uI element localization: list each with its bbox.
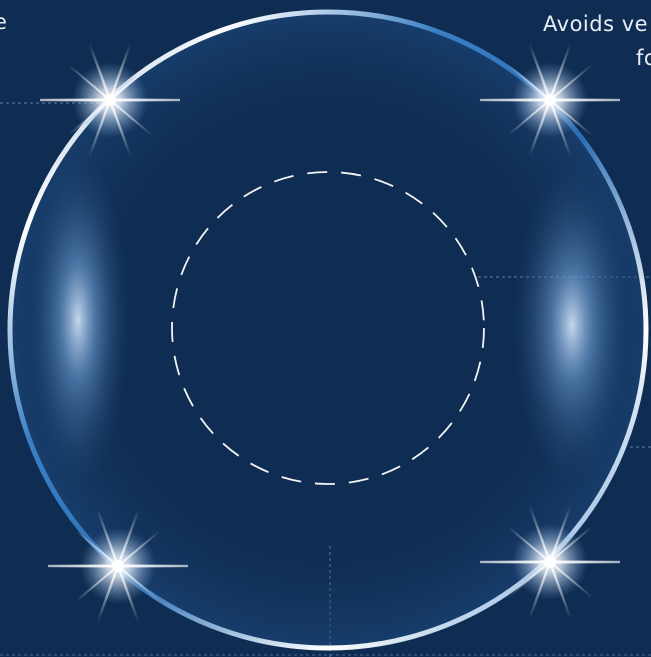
lens-ring — [7, 9, 649, 651]
caption-left: e — [0, 10, 8, 34]
lens-glow-left — [26, 150, 130, 490]
dashed-circle-icon — [171, 171, 485, 485]
lens-body — [10, 12, 646, 648]
lens-glow-right — [512, 165, 632, 485]
caption-right-line1: Avoids ve — [543, 12, 649, 36]
caption-right-line2: fo — [636, 46, 651, 70]
